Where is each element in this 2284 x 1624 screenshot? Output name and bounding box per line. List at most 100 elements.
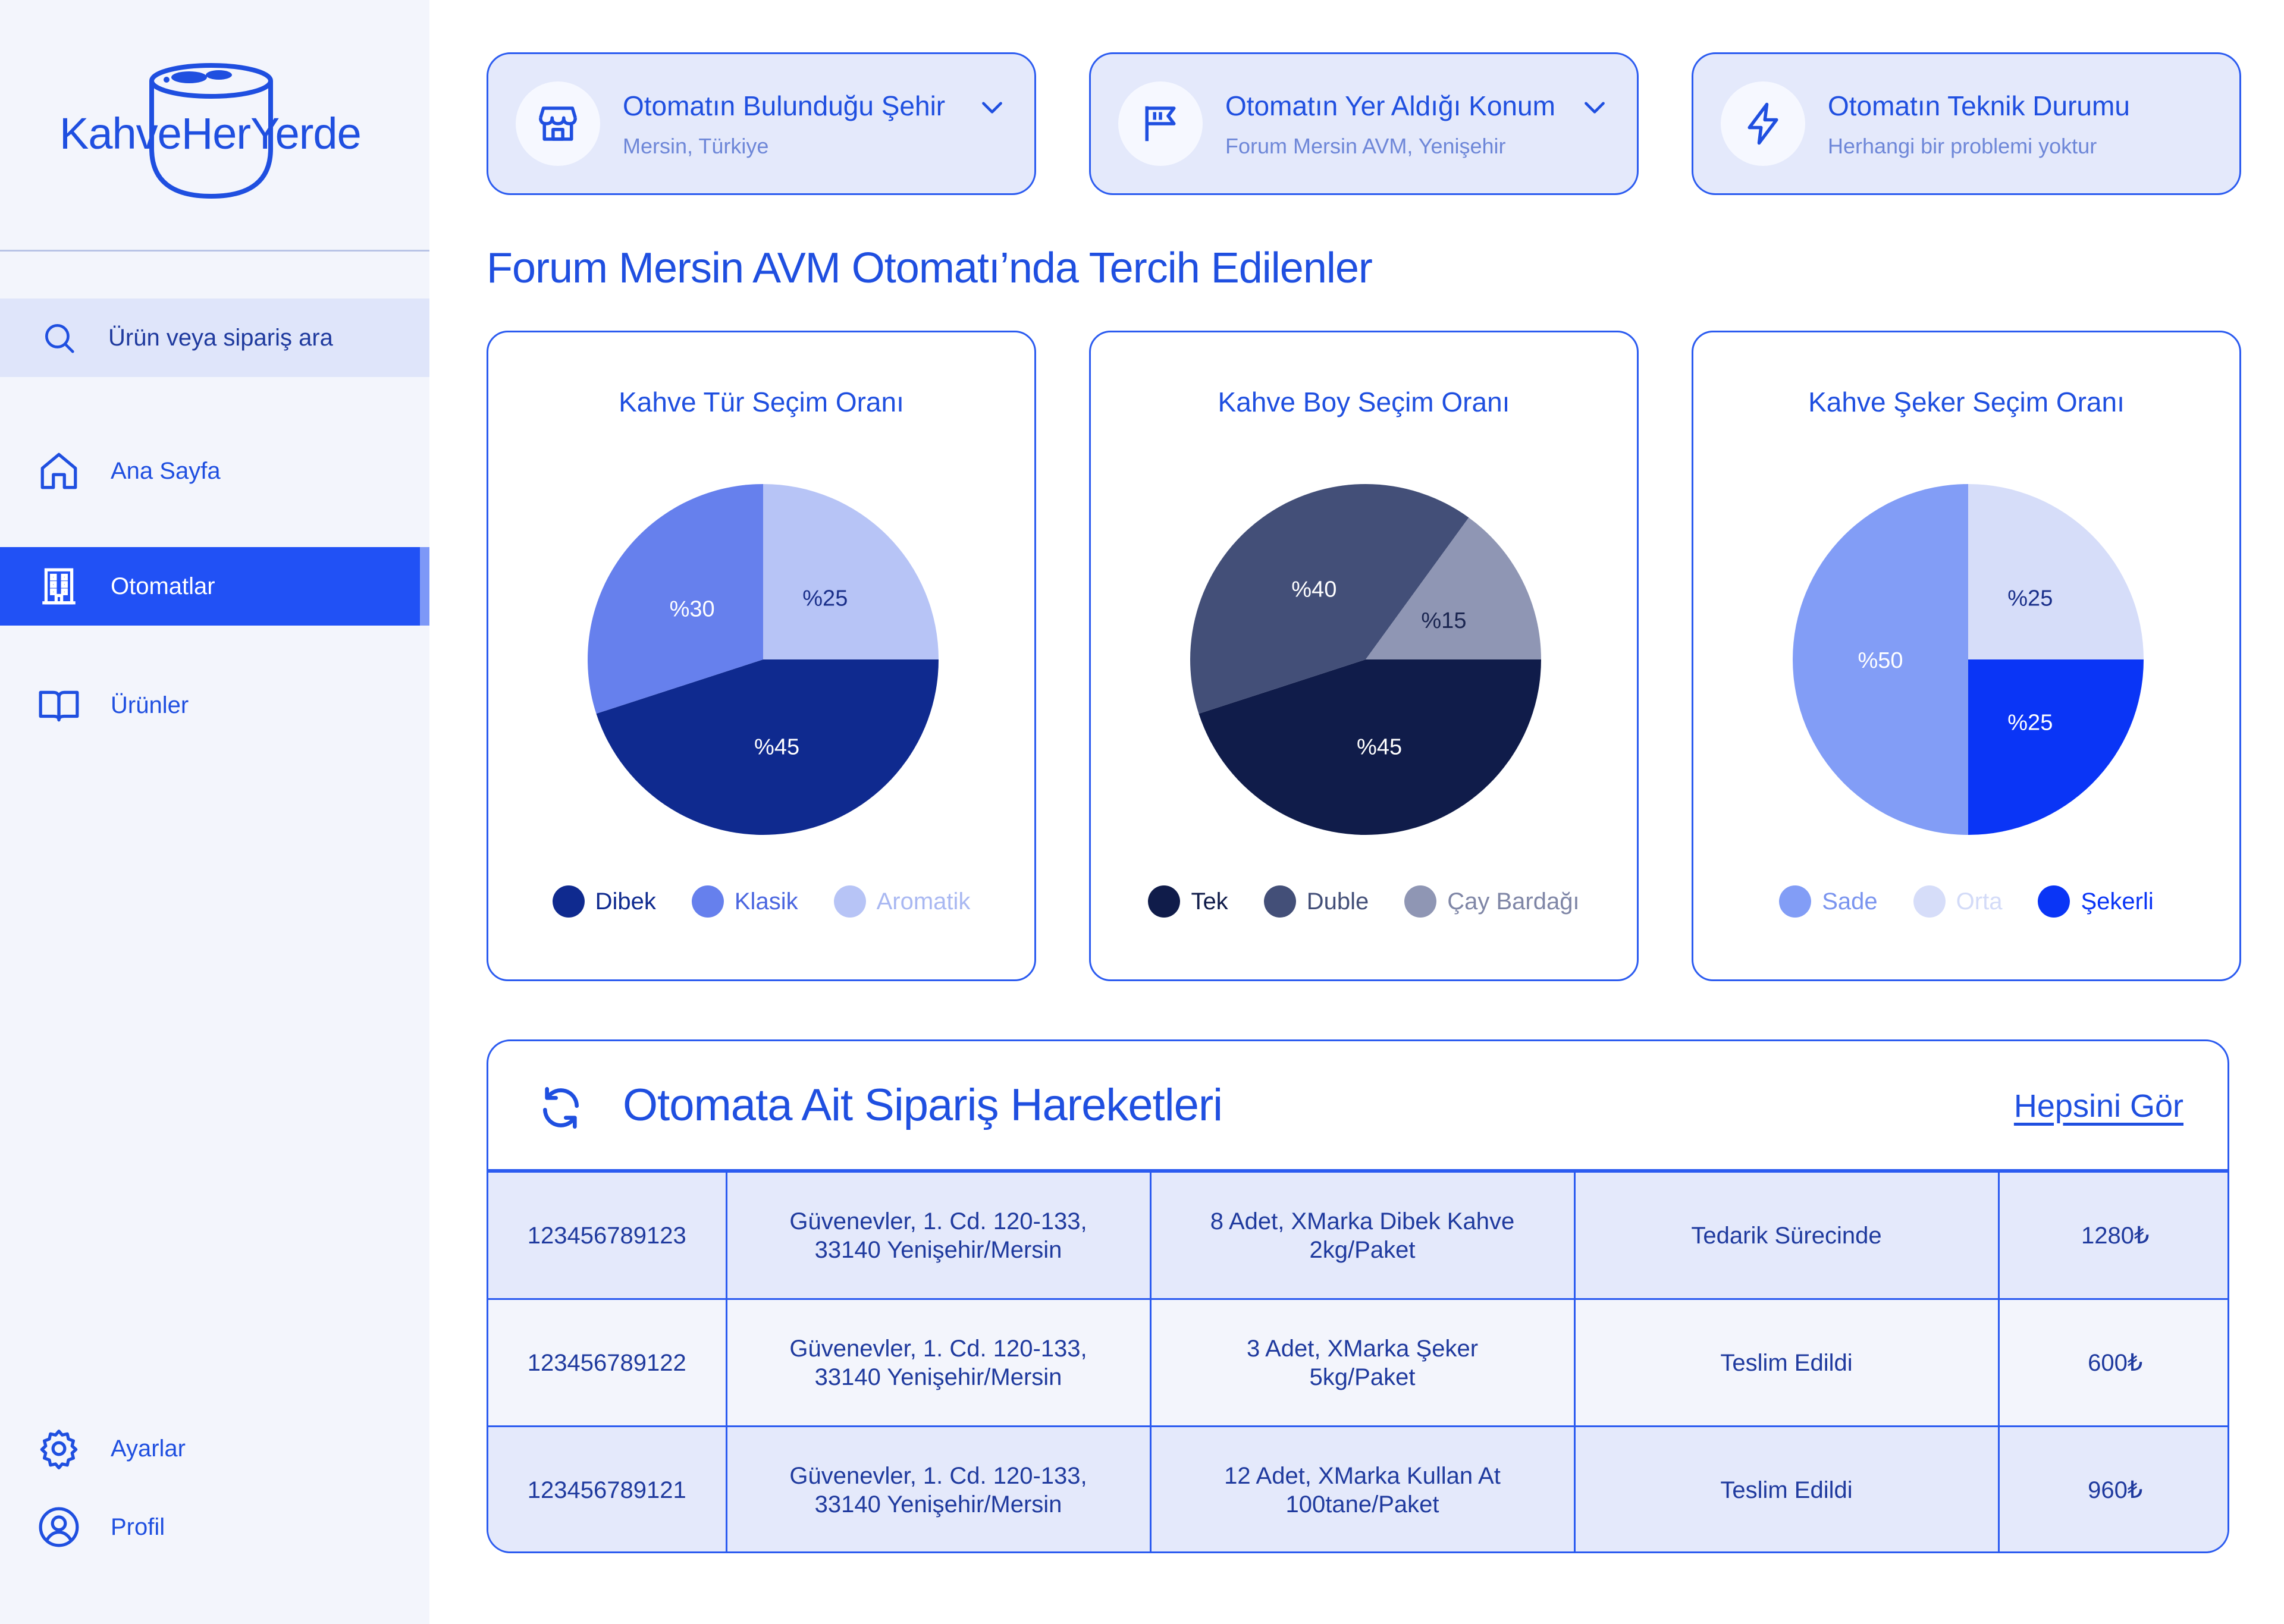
legend-label: Şekerli <box>2081 888 2154 915</box>
info-card-subtitle: Forum Mersin AVM, Yenişehir <box>1225 134 1506 158</box>
legend-item-orta[interactable]: Orta <box>1913 885 2003 918</box>
order-product: 12 Adet, XMarka Kullan At 100tane/Paket <box>1149 1425 1576 1551</box>
sidebar-item-settings[interactable]: Ayarlar <box>0 1409 429 1488</box>
search-input[interactable]: Ürün veya sipariş ara <box>0 299 429 377</box>
address-line: Güvenevler, 1. Cd. 120-133, <box>789 1335 1087 1362</box>
legend-item-tek[interactable]: Tek <box>1148 885 1228 918</box>
address-line: 33140 Yenişehir/Mersin <box>814 1236 1062 1263</box>
section-title: Forum Mersin AVM Otomatı’nda Tercih Edil… <box>487 244 1373 292</box>
pie-label-sekerli: %25 <box>2007 710 2053 735</box>
table-row[interactable]: 123456789123 Güvenevler, 1. Cd. 120-133,… <box>488 1171 2227 1300</box>
product-line: 2kg/Paket <box>1309 1236 1416 1263</box>
book-icon <box>37 683 81 727</box>
pie-chart-type: %45 %30 %25 <box>588 484 939 835</box>
chart-card-type: Kahve Tür Seçim Oranı %45 %30 %25 Dibek Kla… <box>487 331 1036 981</box>
legend-swatch <box>1779 885 1812 918</box>
chart-title: Kahve Şeker Seçim Oranı <box>1808 387 2125 417</box>
pie-label-tek: %45 <box>1357 735 1402 760</box>
pie-slice-tek[interactable] <box>1199 659 1541 835</box>
sidebar-item-otomatlar[interactable]: Otomatlar <box>0 547 429 626</box>
order-price: 1280₺ <box>1997 1171 2227 1300</box>
sidebar-item-home[interactable]: Ana Sayfa <box>0 432 429 510</box>
sidebar-item-label: Ana Sayfa <box>111 457 221 484</box>
user-circle-icon <box>37 1505 81 1549</box>
order-id: 123456789123 <box>488 1171 727 1300</box>
sidebar-divider <box>0 250 429 252</box>
product-line: 12 Adet, XMarka Kullan At <box>1224 1463 1501 1490</box>
legend-item-sade[interactable]: Sade <box>1779 885 1878 918</box>
chevron-down-icon[interactable] <box>977 92 1007 122</box>
legend-item-aromatik[interactable]: Aromatik <box>833 885 971 918</box>
lightning-icon <box>1747 102 1778 145</box>
pie-slice-orta[interactable] <box>1968 484 2144 659</box>
legend-label: Orta <box>1956 888 2003 915</box>
table-row[interactable]: 123456789122 Güvenevler, 1. Cd. 120-133,… <box>488 1298 2227 1427</box>
sidebar-item-profile[interactable]: Profil <box>0 1488 429 1566</box>
orders-card: Otomata Ait Sipariş Hareketleri Hepsini … <box>487 1039 2229 1553</box>
legend-item-cay-bardagi[interactable]: Çay Bardağı <box>1404 885 1580 918</box>
order-address: Güvenevler, 1. Cd. 120-133, 33140 Yenişeh… <box>725 1425 1152 1551</box>
info-card-title: Otomatın Bulunduğu Şehir <box>623 90 946 121</box>
pie-slice-aromatik[interactable] <box>763 484 939 659</box>
order-price: 600₺ <box>1997 1298 2227 1427</box>
product-line: 5kg/Paket <box>1309 1364 1416 1390</box>
pie-slice-klasik[interactable] <box>588 484 763 714</box>
product-line: 100tane/Paket <box>1285 1491 1439 1518</box>
pie-label-dibek: %45 <box>754 735 799 760</box>
order-address: Güvenevler, 1. Cd. 120-133, 33140 Yenişeh… <box>725 1298 1152 1427</box>
legend-label: Çay Bardağı <box>1447 888 1580 915</box>
store-icon <box>538 106 578 141</box>
info-card-city[interactable]: Otomatın Bulunduğu Şehir Mersin, Türkiye <box>487 52 1036 195</box>
info-card-title: Otomatın Teknik Durumu <box>1828 90 2130 121</box>
legend-swatch <box>833 885 866 918</box>
flag-icon <box>1145 106 1176 142</box>
legend-swatch <box>1263 885 1296 918</box>
order-status: Teslim Edildi <box>1573 1425 2000 1551</box>
pie-label-orta: %25 <box>2007 586 2053 611</box>
legend-label: Dibek <box>595 888 656 915</box>
legend-swatch <box>2038 885 2070 918</box>
search-placeholder: Ürün veya sipariş ara <box>108 324 333 351</box>
pie-label-duble: %40 <box>1291 577 1336 602</box>
address-line: Güvenevler, 1. Cd. 120-133, <box>789 1208 1087 1235</box>
table-row[interactable]: 123456789121 Güvenevler, 1. Cd. 120-133,… <box>488 1425 2227 1551</box>
product-line: 8 Adet, XMarka Dibek Kahve <box>1210 1208 1515 1235</box>
sidebar-item-label: Ürünler <box>111 692 189 718</box>
legend-label: Duble <box>1306 888 1369 915</box>
pie-chart-sugar: %25 %50 %25 <box>1793 484 2144 835</box>
pie-slice-sekerli[interactable] <box>1968 659 2144 835</box>
info-card-subtitle: Mersin, Türkiye <box>623 134 769 158</box>
gear-icon <box>37 1427 81 1471</box>
chart-card-size: Kahve Boy Seçim Oranı %45 %40 %15 Tek Duble… <box>1089 331 1639 981</box>
pie-chart-size: %45 %40 %15 <box>1190 483 1541 835</box>
info-card-location[interactable]: Otomatın Yer Aldığı Konum Forum Mersin A… <box>1089 52 1639 195</box>
legend-label: Aromatik <box>876 888 971 915</box>
legend-swatch <box>1913 885 1946 918</box>
pie-slice-cay-bardagi[interactable] <box>1366 517 1541 659</box>
address-line: 33140 Yenişehir/Mersin <box>814 1364 1062 1390</box>
legend-item-dibek[interactable]: Dibek <box>552 885 656 918</box>
pie-slice-sade[interactable] <box>1793 484 1968 835</box>
address-line: Güvenevler, 1. Cd. 120-133, <box>789 1463 1087 1490</box>
store-icon-circle <box>516 81 600 166</box>
legend-item-duble[interactable]: Duble <box>1263 885 1369 918</box>
chart-legend: Sade Orta Şekerli <box>1693 885 2239 918</box>
search-icon <box>40 319 77 356</box>
pie-label-klasik: %30 <box>670 596 715 621</box>
pie-slice-dibek[interactable] <box>596 659 939 835</box>
order-status: Teslim Edildi <box>1573 1298 2000 1427</box>
legend-item-sekerli[interactable]: Şekerli <box>2038 885 2154 918</box>
brand-name: KahveHerYerde <box>59 109 362 158</box>
pie-slice-duble[interactable] <box>1190 483 1469 714</box>
brand-logo[interactable]: KahveHerYerde <box>59 59 381 202</box>
pie-label-sade: %50 <box>1858 648 1903 673</box>
chevron-down-icon[interactable] <box>1580 92 1610 122</box>
refresh-icon[interactable] <box>537 1084 585 1132</box>
sidebar-item-urunler[interactable]: Ürünler <box>0 666 429 745</box>
info-card-technical[interactable]: Otomatın Teknik Durumu Herhangi bir prob… <box>1692 52 2241 195</box>
chart-title: Kahve Boy Seçim Oranı <box>1218 387 1510 417</box>
product-line: 3 Adet, XMarka Şeker <box>1246 1335 1479 1362</box>
see-all-link[interactable]: Hepsini Gör <box>2013 1088 2183 1124</box>
legend-swatch <box>552 885 585 918</box>
legend-item-klasik[interactable]: Klasik <box>691 885 798 918</box>
